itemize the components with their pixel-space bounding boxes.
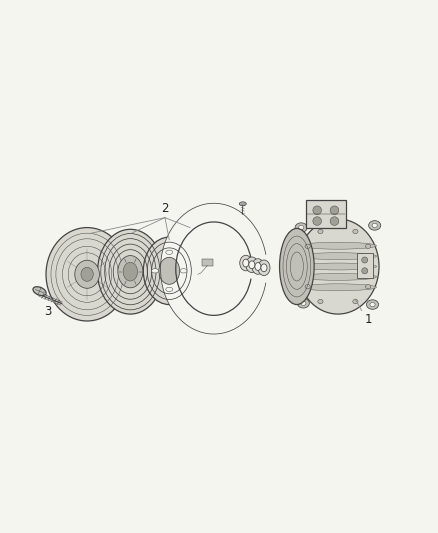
Ellipse shape xyxy=(118,256,143,288)
Circle shape xyxy=(330,206,339,215)
Ellipse shape xyxy=(123,262,138,281)
Circle shape xyxy=(330,217,339,225)
Circle shape xyxy=(362,268,368,274)
Ellipse shape xyxy=(370,302,375,306)
Ellipse shape xyxy=(261,264,267,272)
Ellipse shape xyxy=(152,269,159,273)
Circle shape xyxy=(362,257,368,263)
Ellipse shape xyxy=(246,257,258,272)
Circle shape xyxy=(313,206,321,215)
Ellipse shape xyxy=(176,222,252,316)
Circle shape xyxy=(313,217,321,225)
Ellipse shape xyxy=(305,244,310,248)
Ellipse shape xyxy=(372,223,377,228)
Ellipse shape xyxy=(255,263,261,270)
Ellipse shape xyxy=(366,244,371,248)
Ellipse shape xyxy=(258,260,270,276)
Text: 1: 1 xyxy=(364,313,372,326)
Ellipse shape xyxy=(299,273,377,280)
Ellipse shape xyxy=(98,229,163,314)
Bar xyxy=(202,259,212,265)
Ellipse shape xyxy=(243,259,249,267)
Ellipse shape xyxy=(297,298,309,308)
Ellipse shape xyxy=(161,203,267,334)
Ellipse shape xyxy=(166,250,173,254)
Ellipse shape xyxy=(366,285,371,289)
Ellipse shape xyxy=(369,221,381,230)
Text: 3: 3 xyxy=(45,304,52,318)
Ellipse shape xyxy=(240,255,252,271)
Ellipse shape xyxy=(353,229,358,233)
Ellipse shape xyxy=(143,237,195,304)
Ellipse shape xyxy=(301,301,306,305)
Ellipse shape xyxy=(33,287,46,296)
Ellipse shape xyxy=(166,287,173,292)
Ellipse shape xyxy=(299,243,377,249)
Ellipse shape xyxy=(299,263,377,270)
FancyBboxPatch shape xyxy=(306,200,346,229)
Ellipse shape xyxy=(318,300,323,304)
Ellipse shape xyxy=(299,284,377,290)
Ellipse shape xyxy=(295,223,307,232)
Ellipse shape xyxy=(299,225,304,230)
Ellipse shape xyxy=(159,257,180,284)
Ellipse shape xyxy=(353,300,358,304)
Ellipse shape xyxy=(279,229,314,304)
Text: 2: 2 xyxy=(161,203,169,215)
FancyBboxPatch shape xyxy=(357,253,373,278)
Ellipse shape xyxy=(318,229,323,233)
Ellipse shape xyxy=(46,228,128,321)
Ellipse shape xyxy=(367,300,378,309)
Ellipse shape xyxy=(81,267,93,281)
Ellipse shape xyxy=(299,253,377,260)
Ellipse shape xyxy=(239,202,246,206)
Ellipse shape xyxy=(75,260,99,288)
Ellipse shape xyxy=(297,219,379,314)
Ellipse shape xyxy=(180,269,187,273)
Ellipse shape xyxy=(305,285,310,289)
Ellipse shape xyxy=(252,259,264,274)
Ellipse shape xyxy=(249,261,255,269)
